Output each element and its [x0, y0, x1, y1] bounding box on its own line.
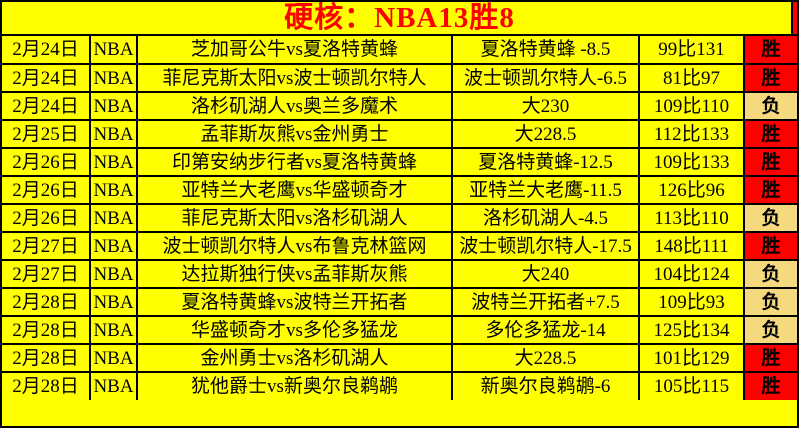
match-cell: 犹他爵士vs新奥尔良鹈鹕	[136, 371, 453, 400]
league-cell: NBA	[89, 36, 138, 65]
result-cell: 胜	[743, 343, 797, 373]
table-row: 2月28日 NBA 夏洛特黄蜂vs波特兰开拓者 波特兰开拓者+7.5 109比9…	[2, 287, 797, 317]
score-cell: 104比124	[638, 259, 745, 289]
result-cell: 负	[743, 91, 797, 121]
league-cell: NBA	[89, 175, 138, 205]
prediction-cell: 波士顿凯尔特人-6.5	[451, 63, 640, 93]
result-cell: 胜	[743, 147, 797, 177]
result-cell: 胜	[743, 63, 797, 93]
league-cell: NBA	[89, 371, 138, 400]
score-cell: 109比93	[638, 287, 745, 317]
match-cell: 洛杉矶湖人vs奥兰多魔术	[136, 91, 453, 121]
match-cell: 华盛顿奇才vs多伦多猛龙	[136, 315, 453, 345]
result-cell: 胜	[743, 231, 797, 261]
match-cell: 金州勇士vs洛杉矶湖人	[136, 343, 453, 373]
league-cell: NBA	[89, 119, 138, 149]
score-cell: 126比96	[638, 175, 745, 205]
table-row: 2月27日 NBA 波士顿凯尔特人vs布鲁克林篮网 波士顿凯尔特人-17.5 1…	[2, 231, 797, 261]
title-bar: 硬核：NBA13胜8	[2, 2, 797, 36]
league-cell: NBA	[89, 91, 138, 121]
page-title: 硬核：NBA13胜8	[284, 2, 515, 34]
match-cell: 菲尼克斯太阳vs波士顿凯尔特人	[136, 63, 453, 93]
date-cell: 2月28日	[2, 287, 91, 317]
match-cell: 芝加哥公牛vs夏洛特黄蜂	[136, 36, 453, 65]
score-cell: 81比97	[638, 63, 745, 93]
date-cell: 2月28日	[2, 371, 91, 400]
table-row: 2月27日 NBA 达拉斯独行侠vs孟菲斯灰熊 大240 104比124 负	[2, 259, 797, 289]
match-cell: 印第安纳步行者vs夏洛特黄蜂	[136, 147, 453, 177]
result-cell: 负	[743, 287, 797, 317]
date-cell: 2月24日	[2, 63, 91, 93]
score-cell: 99比131	[638, 36, 745, 65]
score-cell: 109比133	[638, 147, 745, 177]
prediction-cell: 大228.5	[451, 343, 640, 373]
match-cell: 菲尼克斯太阳vs洛杉矶湖人	[136, 203, 453, 233]
table-row: 2月28日 NBA 华盛顿奇才vs多伦多猛龙 多伦多猛龙-14 125比134 …	[2, 315, 797, 345]
table-row: 2月24日 NBA 菲尼克斯太阳vs波士顿凯尔特人 波士顿凯尔特人-6.5 81…	[2, 63, 797, 93]
league-cell: NBA	[89, 315, 138, 345]
league-cell: NBA	[89, 287, 138, 317]
prediction-cell: 新奥尔良鹈鹕-6	[451, 371, 640, 400]
league-cell: NBA	[89, 147, 138, 177]
league-cell: NBA	[89, 203, 138, 233]
prediction-cell: 夏洛特黄蜂 -8.5	[451, 36, 640, 65]
record-table-body: 2月24日 NBA 芝加哥公牛vs夏洛特黄蜂 夏洛特黄蜂 -8.5 99比131…	[2, 36, 797, 400]
match-cell: 达拉斯独行侠vs孟菲斯灰熊	[136, 259, 453, 289]
date-cell: 2月24日	[2, 91, 91, 121]
table-row: 2月24日 NBA 洛杉矶湖人vs奥兰多魔术 大230 109比110 负	[2, 91, 797, 121]
date-cell: 2月26日	[2, 203, 91, 233]
prediction-cell: 洛杉矶湖人-4.5	[451, 203, 640, 233]
prediction-cell: 波士顿凯尔特人-17.5	[451, 231, 640, 261]
table-row: 2月24日 NBA 芝加哥公牛vs夏洛特黄蜂 夏洛特黄蜂 -8.5 99比131…	[2, 36, 797, 65]
score-cell: 109比110	[638, 91, 745, 121]
date-cell: 2月24日	[2, 36, 91, 65]
table-row: 2月28日 NBA 金州勇士vs洛杉矶湖人 大228.5 101比129 胜	[2, 343, 797, 373]
match-cell: 孟菲斯灰熊vs金州勇士	[136, 119, 453, 149]
result-cell: 胜	[743, 175, 797, 205]
result-cell: 胜	[743, 36, 797, 65]
match-cell: 波士顿凯尔特人vs布鲁克林篮网	[136, 231, 453, 261]
table-row: 2月28日 NBA 犹他爵士vs新奥尔良鹈鹕 新奥尔良鹈鹕-6 105比115 …	[2, 371, 797, 400]
table-row: 2月26日 NBA 亚特兰大老鹰vs华盛顿奇才 亚特兰大老鹰-11.5 126比…	[2, 175, 797, 205]
date-cell: 2月28日	[2, 315, 91, 345]
league-cell: NBA	[89, 259, 138, 289]
date-cell: 2月26日	[2, 147, 91, 177]
table-row: 2月25日 NBA 孟菲斯灰熊vs金州勇士 大228.5 112比133 胜	[2, 119, 797, 149]
score-cell: 113比110	[638, 203, 745, 233]
score-cell: 112比133	[638, 119, 745, 149]
result-cell: 胜	[743, 119, 797, 149]
league-cell: NBA	[89, 231, 138, 261]
prediction-cell: 大228.5	[451, 119, 640, 149]
date-cell: 2月28日	[2, 343, 91, 373]
record-table: 2月24日 NBA 芝加哥公牛vs夏洛特黄蜂 夏洛特黄蜂 -8.5 99比131…	[2, 36, 797, 400]
date-cell: 2月26日	[2, 175, 91, 205]
prediction-cell: 亚特兰大老鹰-11.5	[451, 175, 640, 205]
league-cell: NBA	[89, 343, 138, 373]
table-row: 2月26日 NBA 菲尼克斯太阳vs洛杉矶湖人 洛杉矶湖人-4.5 113比11…	[2, 203, 797, 233]
prediction-cell: 夏洛特黄蜂-12.5	[451, 147, 640, 177]
score-cell: 148比111	[638, 231, 745, 261]
result-cell: 胜	[743, 371, 797, 400]
score-cell: 125比134	[638, 315, 745, 345]
prediction-cell: 多伦多猛龙-14	[451, 315, 640, 345]
prediction-cell: 大230	[451, 91, 640, 121]
date-cell: 2月27日	[2, 259, 91, 289]
score-cell: 105比115	[638, 371, 745, 400]
match-cell: 亚特兰大老鹰vs华盛顿奇才	[136, 175, 453, 205]
prediction-cell: 大240	[451, 259, 640, 289]
result-cell: 负	[743, 315, 797, 345]
table-row: 2月26日 NBA 印第安纳步行者vs夏洛特黄蜂 夏洛特黄蜂-12.5 109比…	[2, 147, 797, 177]
match-cell: 夏洛特黄蜂vs波特兰开拓者	[136, 287, 453, 317]
date-cell: 2月25日	[2, 119, 91, 149]
title-right-red-strip	[791, 2, 797, 34]
prediction-cell: 波特兰开拓者+7.5	[451, 287, 640, 317]
result-cell: 负	[743, 203, 797, 233]
result-cell: 负	[743, 259, 797, 289]
score-cell: 101比129	[638, 343, 745, 373]
league-cell: NBA	[89, 63, 138, 93]
date-cell: 2月27日	[2, 231, 91, 261]
